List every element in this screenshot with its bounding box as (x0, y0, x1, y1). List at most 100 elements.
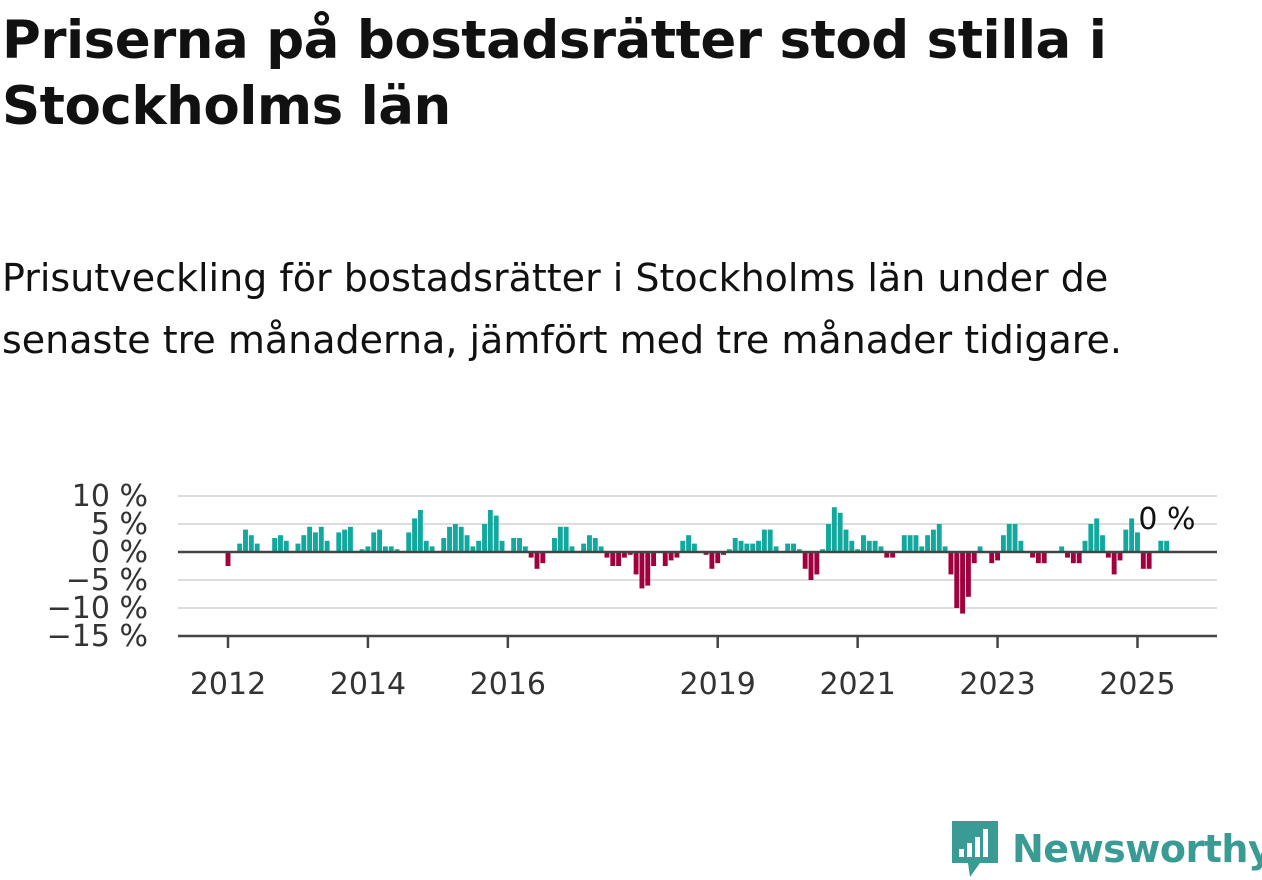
y-tick-label: 5 % (91, 507, 148, 542)
bar (1140, 552, 1146, 569)
bar (761, 529, 767, 552)
bar (651, 552, 657, 566)
brand-name: Newsworthy (1012, 827, 1262, 871)
bar (365, 546, 371, 552)
bar (371, 532, 377, 552)
bar (884, 552, 890, 558)
y-tick-label: 0 % (91, 535, 148, 570)
bar (1129, 518, 1135, 552)
bar (359, 549, 365, 552)
chart-subtitle: Prisutveckling för bostadsrätter i Stock… (2, 256, 1122, 362)
bar (441, 538, 447, 552)
chart-bars (225, 507, 1170, 614)
bar (738, 540, 744, 552)
bar (680, 540, 686, 552)
bar (942, 546, 948, 552)
bar (726, 549, 732, 552)
bar (557, 526, 563, 552)
bar (715, 552, 721, 564)
bar (633, 552, 639, 575)
bar (750, 543, 756, 552)
bar (866, 540, 872, 552)
bar (686, 535, 692, 552)
bar-chart-speech-bubble-icon (952, 821, 998, 877)
bar (913, 535, 919, 552)
bar (1035, 552, 1041, 564)
bar (581, 543, 587, 552)
x-tick-label: 2021 (819, 667, 895, 702)
bar (1082, 540, 1088, 552)
chart-axes (178, 550, 1217, 648)
bar (470, 546, 476, 552)
bar (313, 532, 318, 552)
bar (674, 552, 680, 558)
bar (662, 552, 668, 566)
bar (831, 507, 837, 552)
x-tick-label: 2023 (959, 667, 1035, 702)
bar (324, 540, 330, 552)
bar (237, 543, 243, 552)
bar (930, 529, 936, 552)
bar (796, 549, 802, 552)
bar (1012, 524, 1018, 552)
bar (1158, 540, 1164, 552)
bar (1030, 552, 1035, 558)
bar (569, 546, 575, 552)
bar (452, 524, 458, 552)
bar (447, 526, 452, 552)
bar (318, 526, 324, 552)
bar (493, 515, 499, 552)
bar (517, 538, 522, 552)
bar (1100, 535, 1105, 552)
bar (487, 510, 493, 552)
bar (301, 535, 307, 552)
bar (989, 552, 995, 564)
bar (347, 526, 353, 552)
bar (1018, 540, 1024, 552)
bar (1041, 552, 1047, 564)
bar (791, 543, 796, 552)
bar (732, 538, 738, 552)
bar (756, 540, 761, 552)
bar (995, 552, 1001, 561)
bar (1105, 552, 1111, 558)
bar (843, 529, 849, 552)
bar (272, 538, 278, 552)
bar (691, 543, 697, 552)
bar (621, 552, 627, 558)
bar (814, 552, 820, 575)
bar (703, 552, 709, 555)
bar (855, 549, 861, 552)
bar (1076, 552, 1082, 564)
chart-title: Priserna på bostadsrätter stod stilla i … (2, 10, 1107, 137)
bar (476, 540, 482, 552)
bar (540, 552, 546, 564)
bar (826, 524, 831, 552)
bar (534, 552, 540, 569)
bar (1094, 518, 1100, 552)
bar (925, 535, 931, 552)
bar (552, 538, 557, 552)
bar (1006, 524, 1012, 552)
bar (616, 552, 622, 566)
bar (254, 543, 260, 552)
bar (429, 546, 435, 552)
bar (919, 546, 925, 552)
bar (1117, 552, 1123, 561)
y-tick-label: −5 % (66, 563, 148, 598)
bar (639, 552, 645, 589)
bar (965, 552, 971, 597)
bar (406, 532, 412, 552)
bar (668, 552, 674, 561)
bar (1070, 552, 1076, 564)
y-tick-label: −10 % (47, 591, 148, 626)
bar (295, 543, 301, 552)
bar (604, 552, 610, 558)
bar (388, 546, 394, 552)
bar (307, 526, 313, 552)
bar (971, 552, 977, 564)
x-tick-label: 2012 (190, 667, 266, 702)
bar (709, 552, 715, 569)
bar (645, 552, 651, 586)
bar (1146, 552, 1152, 569)
